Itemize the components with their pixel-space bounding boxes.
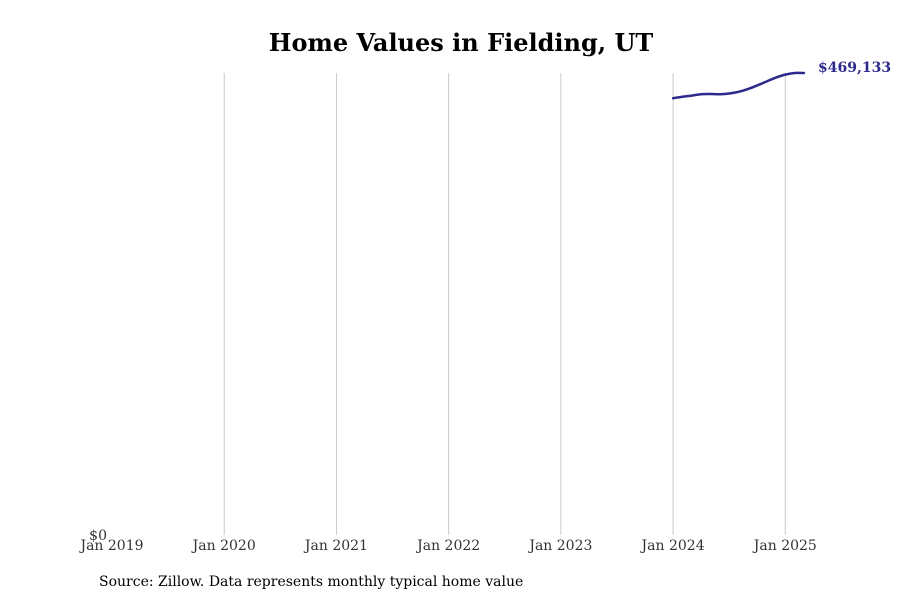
chart-title: Home Values in Fielding, UT	[268, 28, 654, 57]
y-axis-ticks: $0	[89, 528, 107, 544]
home-value-line	[671, 71, 806, 100]
x-tick-label: Jan 2022	[415, 538, 480, 554]
x-tick-label: Jan 2019	[78, 538, 143, 554]
gridlines	[223, 73, 786, 535]
end-value-label: $469,133	[818, 60, 891, 76]
x-axis-ticks: Jan 2019 Jan 2020 Jan 2021 Jan 2022 Jan 2023…	[78, 538, 816, 554]
series-group	[671, 71, 806, 100]
y-tick-label: $0	[89, 528, 107, 544]
source-note: Source: Zillow. Data represents monthly …	[99, 574, 524, 590]
x-tick-label: Jan 2024	[640, 538, 705, 554]
x-tick-label: Jan 2020	[191, 538, 256, 554]
end-labels: $469,133	[818, 60, 891, 76]
x-tick-label: Jan 2025	[752, 538, 817, 554]
x-tick-label: Jan 2021	[303, 538, 368, 554]
x-tick-label: Jan 2023	[527, 538, 592, 554]
